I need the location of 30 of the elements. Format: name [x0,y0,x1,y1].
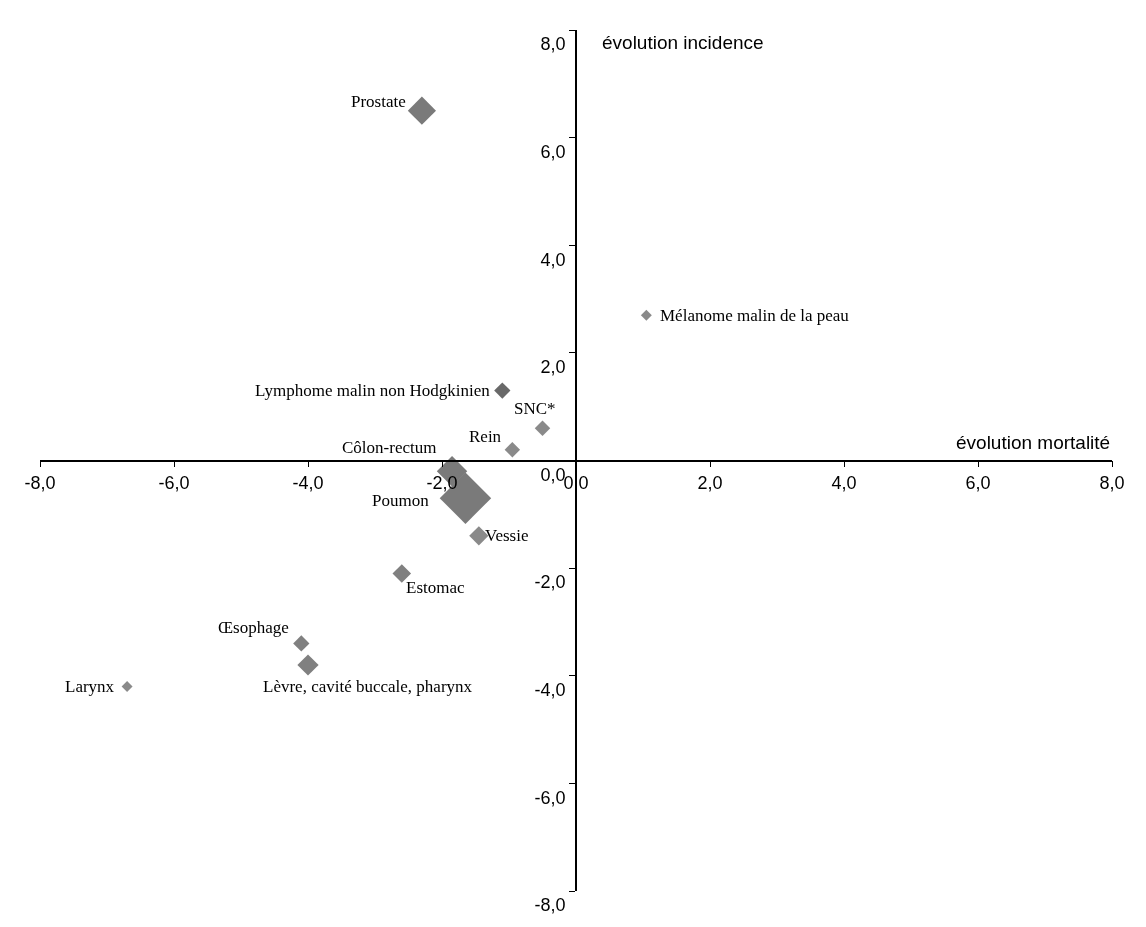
y-tick-label: 2,0 [540,357,566,378]
annotation: Lymphome malin non Hodgkinien [255,381,491,400]
y-tick-label: 6,0 [540,141,566,162]
y-tick-label: 8,0 [540,34,566,55]
annotation: Poumon [372,491,430,510]
x-tick-label: 8,0 [1099,472,1125,493]
x-tick-label: -4,0 [292,472,324,493]
x-tick-label: -8,0 [24,472,56,493]
annotation: Lèvre, cavité buccale, pharynx [263,677,473,696]
y-axis-title: évolution incidence [602,32,764,53]
annotation: Mélanome malin de la peau [660,306,850,325]
x-tick-label: -6,0 [158,472,190,493]
annotation: Prostate [351,92,406,111]
x-tick-label: 6,0 [965,472,991,493]
y-tick-label: -2,0 [534,572,566,593]
annotation: Rein [469,427,502,446]
x-axis-title: évolution mortalité [956,432,1111,453]
y-tick-label: 4,0 [540,249,566,270]
y-tick-label: -6,0 [534,787,566,808]
annotation: Estomac [406,578,465,597]
annotation: Vessie [485,526,529,545]
x-tick-label: 2,0 [697,472,723,493]
y-tick-label: -4,0 [534,680,566,701]
x-tick-label: 4,0 [831,472,857,493]
annotation: SNC* [514,399,556,418]
y-tick-label: -8,0 [534,895,566,916]
x-tick-label: -2,0 [426,472,458,493]
annotation: Œsophage [218,618,289,637]
annotation: Côlon-rectum [342,438,437,457]
annotation: Larynx [65,677,115,696]
